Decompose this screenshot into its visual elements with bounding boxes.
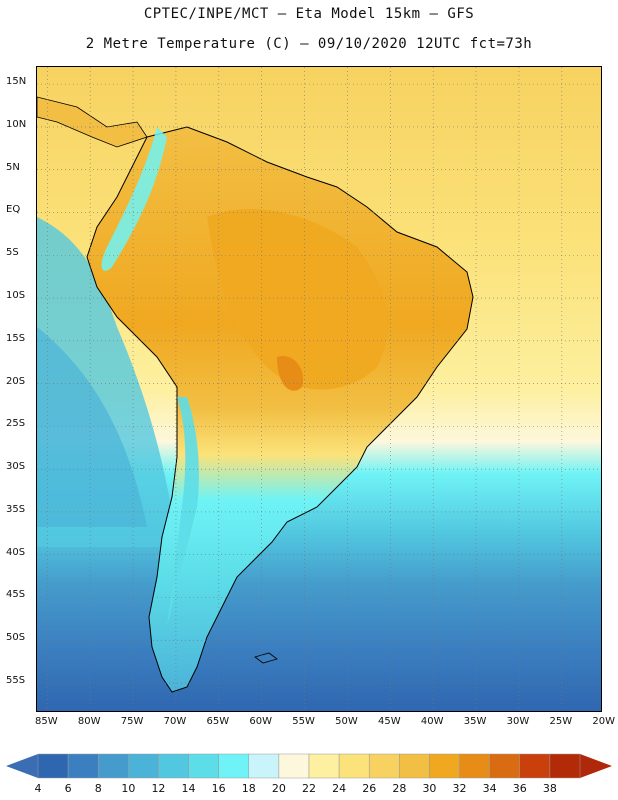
colorbar-segment <box>399 753 430 779</box>
colorbar-label: 28 <box>392 782 407 795</box>
latitude-label: 10S <box>6 290 26 302</box>
colorbar-segment <box>549 753 581 779</box>
falkland-islands <box>254 652 278 664</box>
andes-south-field <box>167 397 199 627</box>
interior-warm-field <box>207 208 388 390</box>
colorbar-label: 26 <box>362 782 377 795</box>
longitude-label: 55W <box>292 716 315 727</box>
colorbar-under-arrow <box>6 754 38 778</box>
colorbar-label: 10 <box>121 782 136 795</box>
colorbar-segment <box>188 753 219 779</box>
colorbar-segment <box>459 753 490 779</box>
longitude-label: 70W <box>163 716 187 727</box>
map-panel <box>36 66 602 712</box>
colorbar-label: 20 <box>271 782 286 795</box>
latitude-label: 5S <box>6 247 19 259</box>
colorbar-label: 6 <box>64 782 72 795</box>
longitude-label: 45W <box>378 716 401 727</box>
longitude-label: 80W <box>77 716 101 727</box>
colorbar-label: 18 <box>241 782 256 795</box>
colorbar-segment <box>368 753 400 779</box>
colorbar-segment <box>278 753 310 779</box>
longitude-label: 35W <box>463 716 487 727</box>
map-subtitle: 2 Metre Temperature (C) – 09/10/2020 12U… <box>85 36 533 52</box>
colorbar-segment <box>67 753 99 779</box>
latitude-label: 25S <box>6 418 26 430</box>
colorbar-label: 24 <box>332 782 347 795</box>
latitude-label: 30S <box>6 461 26 473</box>
latitude-label: 15N <box>6 76 27 88</box>
latitude-label: 35S <box>6 503 26 515</box>
longitude-label: 65W <box>206 716 230 727</box>
longitude-label: 75W <box>120 716 144 727</box>
colorbar-segment <box>158 753 189 779</box>
colorbar-label: 8 <box>94 782 102 795</box>
latitude-label: 45S <box>6 589 26 601</box>
colorbar-segment <box>218 753 250 779</box>
colorbar-label: 34 <box>482 782 497 795</box>
latitude-label: EQ <box>6 204 21 216</box>
colorbar-segments <box>37 753 581 779</box>
colorbar-segment <box>37 753 69 779</box>
colorbar-label: 4 <box>34 782 42 795</box>
pacific-cooler-field <box>37 327 147 527</box>
latitude-label: 55S <box>6 675 26 687</box>
colorbar-label: 32 <box>452 782 467 795</box>
longitude-label: 25W <box>549 716 573 727</box>
longitude-label: 20W <box>592 716 616 727</box>
latitude-label: 10N <box>6 118 27 130</box>
latitude-label: 20S <box>6 375 26 387</box>
colorbar-label: 16 <box>211 782 226 795</box>
longitude-label: 50W <box>335 716 358 727</box>
longitude-label: 40W <box>420 716 444 727</box>
temperature-map <box>37 67 601 711</box>
colorbar <box>6 753 612 779</box>
colorbar-segment <box>128 753 159 779</box>
colorbar-label: 36 <box>512 782 527 795</box>
latitude-label: 50S <box>6 632 26 644</box>
colorbar-over-arrow <box>580 754 612 778</box>
colorbar-label: 12 <box>151 782 166 795</box>
colorbar-segment <box>248 753 280 779</box>
colorbar-segment <box>308 753 340 779</box>
colorbar-label: 14 <box>181 782 196 795</box>
map-title: CPTEC/INPE/MCT – Eta Model 15km – GFS <box>143 6 475 22</box>
colorbar-segment <box>489 753 521 779</box>
colorbar-segment <box>429 753 460 779</box>
andes-north-field <box>101 127 167 271</box>
latitude-label: 15S <box>6 332 26 344</box>
hot-spot-field <box>277 356 303 391</box>
latitude-label: 40S <box>6 546 26 558</box>
colorbar-segment <box>338 753 370 779</box>
colorbar-segment <box>519 753 551 779</box>
colorbar-label: 38 <box>542 782 557 795</box>
longitude-label: 85W <box>34 716 58 727</box>
colorbar-label: 30 <box>422 782 437 795</box>
colorbar-segment <box>97 753 129 779</box>
longitude-label: 60W <box>249 716 272 727</box>
longitude-label: 30W <box>506 716 530 727</box>
colorbar-label: 22 <box>302 782 316 795</box>
latitude-label: 5N <box>6 161 20 173</box>
